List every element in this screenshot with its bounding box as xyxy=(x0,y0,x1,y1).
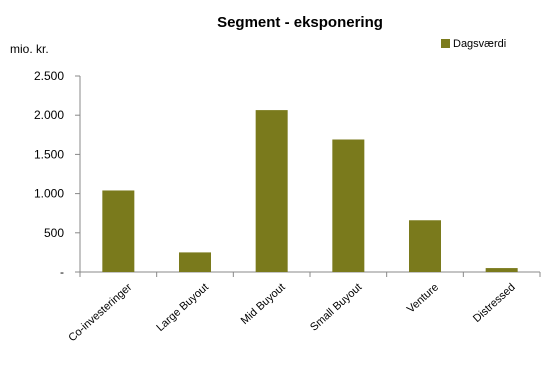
x-tick-label: Venture xyxy=(405,281,441,315)
x-tick-label: Large Buyout xyxy=(154,281,211,334)
chart-title: Segment - eksponering xyxy=(217,14,383,31)
y-tick-label: 500 xyxy=(44,226,64,240)
x-tick-label: Small Buyout xyxy=(308,281,364,333)
bar xyxy=(102,190,135,272)
legend: Dagsværdi xyxy=(441,38,506,50)
x-tick-label: Distressed xyxy=(471,281,518,325)
bar xyxy=(485,268,518,272)
y-axis-unit-label: mio. kr. xyxy=(10,42,49,56)
bar xyxy=(332,139,365,272)
plot-area: - 500 1.000 1.500 2.000 2.500 Co-investeringer… xyxy=(34,69,541,344)
y-tick-label: - xyxy=(60,265,64,279)
x-tick-label: Mid Buyout xyxy=(239,281,288,327)
bar xyxy=(179,252,211,272)
y-tick-label: 1.000 xyxy=(34,187,64,201)
bar xyxy=(255,110,288,272)
y-tick-label: 1.500 xyxy=(34,147,64,161)
legend-swatch xyxy=(441,39,450,48)
y-tick-label: 2.500 xyxy=(34,69,64,83)
legend-label: Dagsværdi xyxy=(453,38,506,50)
bar xyxy=(409,220,441,272)
y-tick-label: 2.000 xyxy=(34,108,64,122)
x-tick-label: Co-investeringer xyxy=(66,281,134,344)
